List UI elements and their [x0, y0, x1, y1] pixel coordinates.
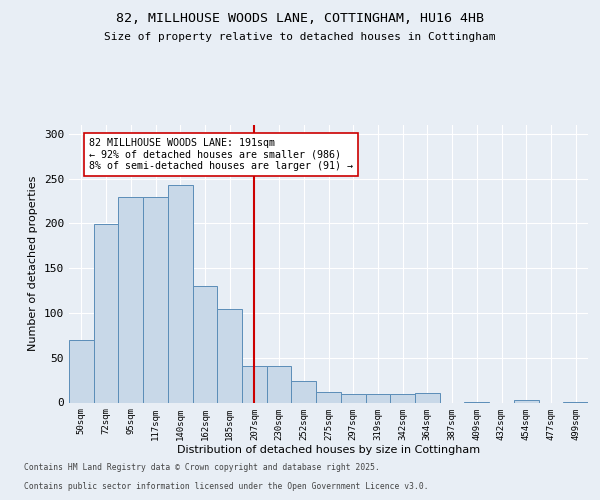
X-axis label: Distribution of detached houses by size in Cottingham: Distribution of detached houses by size …: [177, 445, 480, 455]
Bar: [69, 340, 94, 402]
Text: Size of property relative to detached houses in Cottingham: Size of property relative to detached ho…: [104, 32, 496, 42]
Bar: [365, 394, 390, 402]
Bar: [168, 185, 193, 402]
Bar: [390, 394, 415, 402]
Text: Contains public sector information licensed under the Open Government Licence v3: Contains public sector information licen…: [24, 482, 428, 491]
Text: 82, MILLHOUSE WOODS LANE, COTTINGHAM, HU16 4HB: 82, MILLHOUSE WOODS LANE, COTTINGHAM, HU…: [116, 12, 484, 26]
Bar: [242, 366, 267, 403]
Bar: [267, 366, 292, 403]
Y-axis label: Number of detached properties: Number of detached properties: [28, 176, 38, 352]
Text: 82 MILLHOUSE WOODS LANE: 191sqm
← 92% of detached houses are smaller (986)
8% of: 82 MILLHOUSE WOODS LANE: 191sqm ← 92% of…: [89, 138, 353, 170]
Bar: [514, 400, 539, 402]
Bar: [118, 196, 143, 402]
Bar: [217, 310, 242, 402]
Bar: [316, 392, 341, 402]
Bar: [415, 392, 440, 402]
Bar: [292, 381, 316, 402]
Bar: [193, 286, 217, 403]
Text: Contains HM Land Registry data © Crown copyright and database right 2025.: Contains HM Land Registry data © Crown c…: [24, 464, 380, 472]
Bar: [341, 394, 365, 402]
Bar: [143, 196, 168, 402]
Bar: [94, 224, 118, 402]
